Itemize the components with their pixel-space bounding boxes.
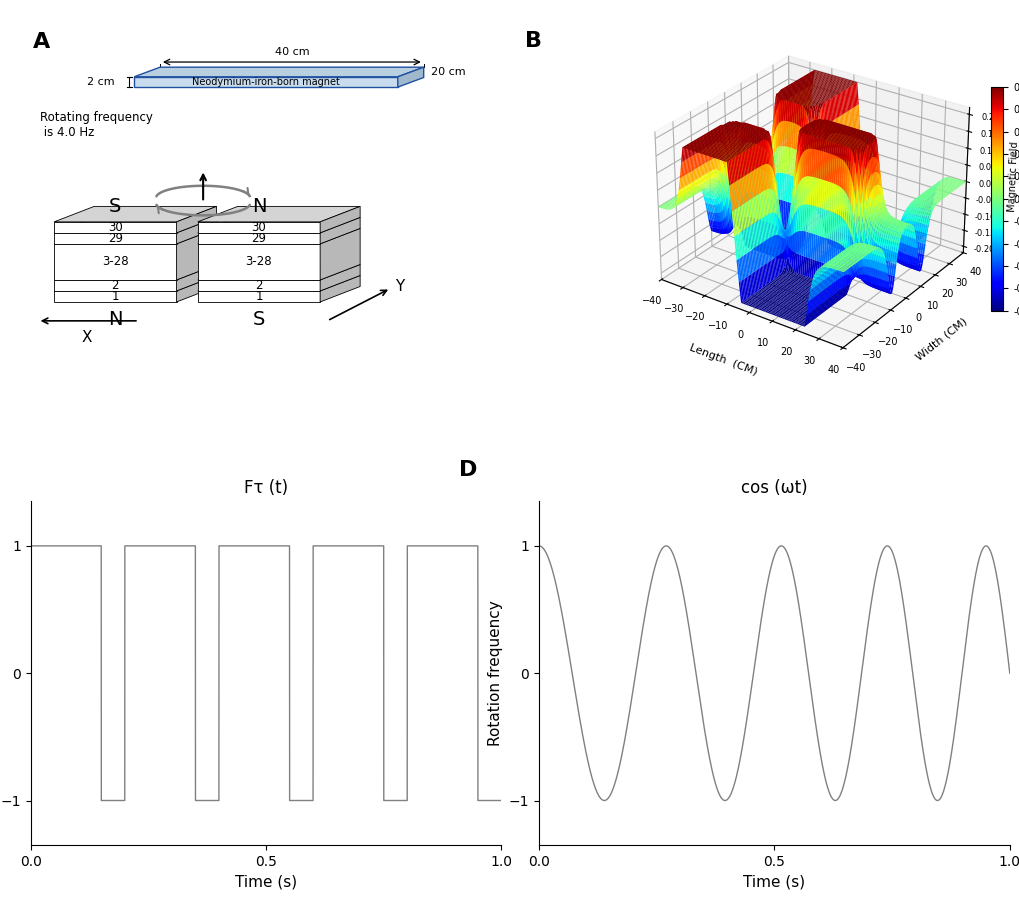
- Polygon shape: [198, 228, 360, 244]
- Text: 3-28: 3-28: [102, 255, 128, 269]
- Text: D: D: [459, 460, 477, 480]
- Text: S: S: [109, 197, 121, 216]
- Title: Fτ (t): Fτ (t): [244, 479, 287, 497]
- Text: 29: 29: [108, 232, 122, 245]
- Text: 30: 30: [108, 221, 122, 234]
- Polygon shape: [54, 275, 216, 291]
- Polygon shape: [198, 275, 360, 291]
- Polygon shape: [176, 218, 216, 244]
- Polygon shape: [320, 228, 360, 280]
- Text: 2: 2: [255, 279, 263, 292]
- Polygon shape: [135, 76, 397, 87]
- Polygon shape: [176, 275, 216, 302]
- Text: Rotating frequency
 is 4.0 Hz: Rotating frequency is 4.0 Hz: [40, 111, 153, 139]
- Polygon shape: [54, 264, 216, 280]
- Text: 40 cm: 40 cm: [274, 47, 309, 57]
- Text: B: B: [525, 31, 542, 51]
- Polygon shape: [320, 207, 360, 233]
- Polygon shape: [176, 228, 216, 280]
- Y-axis label: Rotation frequency: Rotation frequency: [488, 601, 502, 746]
- Polygon shape: [198, 233, 320, 244]
- Text: X: X: [82, 331, 93, 345]
- Y-axis label: Width (CM): Width (CM): [913, 316, 968, 362]
- Polygon shape: [198, 207, 360, 222]
- Text: N: N: [108, 309, 122, 328]
- Polygon shape: [54, 218, 216, 233]
- X-axis label: Time (s): Time (s): [234, 875, 297, 889]
- Polygon shape: [54, 228, 216, 244]
- Polygon shape: [198, 264, 360, 280]
- Polygon shape: [54, 280, 176, 291]
- Text: 30: 30: [252, 221, 266, 234]
- Polygon shape: [320, 275, 360, 302]
- Text: 20 cm: 20 cm: [430, 67, 465, 77]
- Polygon shape: [54, 207, 216, 222]
- Polygon shape: [320, 218, 360, 244]
- Polygon shape: [54, 244, 176, 280]
- Polygon shape: [176, 264, 216, 291]
- X-axis label: Length  (CM): Length (CM): [688, 343, 758, 378]
- Polygon shape: [198, 218, 360, 233]
- Title: cos (ωt): cos (ωt): [741, 479, 807, 497]
- Polygon shape: [320, 264, 360, 291]
- Polygon shape: [54, 233, 176, 244]
- Polygon shape: [198, 291, 320, 302]
- Polygon shape: [198, 244, 320, 280]
- Text: 1: 1: [255, 290, 263, 303]
- Polygon shape: [397, 67, 423, 87]
- Text: Neodymium-iron-born magnet: Neodymium-iron-born magnet: [192, 77, 339, 87]
- Polygon shape: [54, 291, 176, 302]
- Text: 29: 29: [251, 232, 266, 245]
- X-axis label: Time (s): Time (s): [743, 875, 805, 889]
- Text: 3-28: 3-28: [246, 255, 272, 269]
- Polygon shape: [176, 207, 216, 233]
- Text: 1: 1: [111, 290, 119, 303]
- Text: N: N: [252, 197, 266, 216]
- Text: A: A: [33, 32, 50, 52]
- Text: Y: Y: [395, 279, 405, 294]
- Text: 2: 2: [111, 279, 119, 292]
- Text: S: S: [253, 309, 265, 328]
- Polygon shape: [198, 222, 320, 233]
- Polygon shape: [135, 67, 423, 76]
- Text: 2 cm: 2 cm: [88, 77, 115, 87]
- Polygon shape: [198, 280, 320, 291]
- Polygon shape: [54, 222, 176, 233]
